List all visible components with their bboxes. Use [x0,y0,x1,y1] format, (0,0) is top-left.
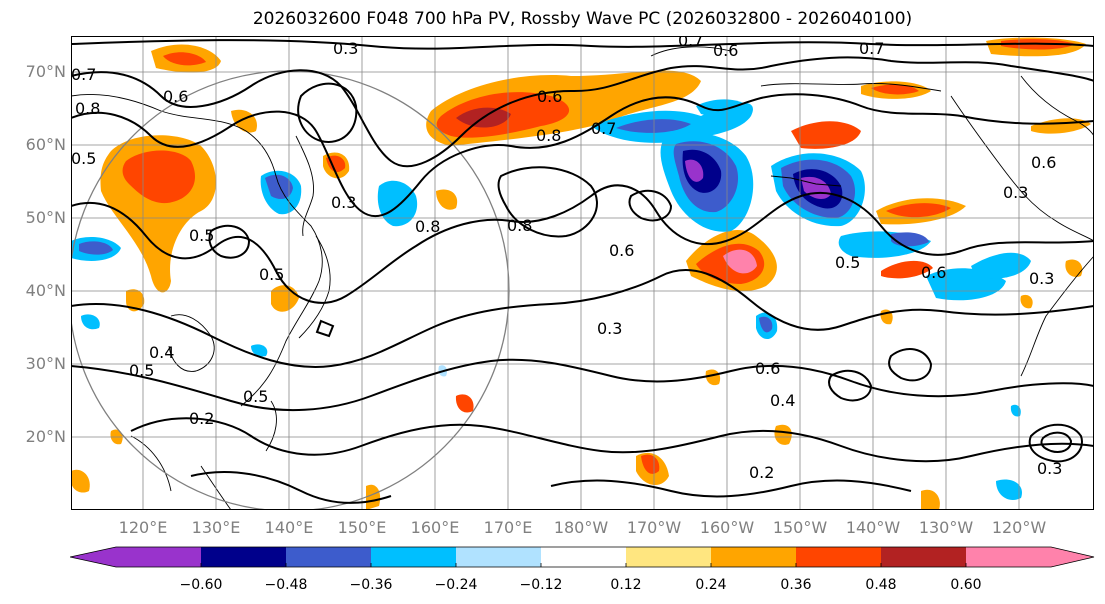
colorbar-min-extension [70,547,116,567]
contour-labels: 0.3 0.7 0.6 0.7 0.8 0.6 0.5 0.6 0.8 0.7 … [71,36,1062,482]
map-panel: 0.3 0.7 0.6 0.7 0.8 0.6 0.5 0.6 0.8 0.7 … [71,36,1094,510]
colorbar [70,546,1095,568]
contour-label: 0.6 [163,87,188,106]
contour-label: 0.3 [1037,459,1062,478]
colorbar-tick-label: −0.24 [434,577,478,593]
lon-label-150w: 150°W [772,518,828,537]
contour-label: 0.5 [71,149,96,168]
coastlines [71,46,1094,510]
contour-label: 0.6 [537,87,562,106]
lat-label-30n: 30°N [25,354,66,373]
contour-label: 0.8 [75,99,100,118]
lon-label-130w: 130°W [918,518,974,537]
contour-label: 0.7 [591,119,616,138]
colorbar-bin [626,547,711,567]
colorbar-tick-label: 0.48 [865,577,897,593]
contour-label: 0.7 [678,36,703,50]
lon-label-120w: 120°W [991,518,1047,537]
colorbar-tick-label: 0.36 [780,577,812,593]
contour-label: 0.3 [1003,183,1028,202]
contour-label: 0.6 [921,263,946,282]
contour-label: 0.6 [1031,153,1056,172]
contour-label: 0.3 [1029,269,1054,288]
lon-label-130e: 130°E [191,518,241,537]
contour-label: 0.6 [755,359,780,378]
colorbar-bin [541,547,626,567]
contour-label: 0.5 [129,361,154,380]
lat-label-70n: 70°N [25,62,66,81]
colorbar-bin [881,547,966,567]
lon-label-160w: 160°W [699,518,755,537]
colorbar-bin [966,547,1051,567]
lon-label-160e: 160°E [410,518,460,537]
contour-label: 0.8 [507,216,532,235]
lon-label-140e: 140°E [264,518,314,537]
lon-label-150e: 150°E [337,518,387,537]
lon-label-170w: 170°W [626,518,682,537]
map-frame [71,36,1094,510]
contour-label: 0.8 [536,126,561,145]
colorbar-bin [371,547,456,567]
contour-label: 0.7 [859,39,884,58]
contour-label: 0.5 [243,387,268,406]
colorbar-bin [116,547,201,567]
contour-label: 0.6 [713,41,738,60]
contour-label: 0.2 [189,409,214,428]
lon-label-170e: 170°E [483,518,533,537]
colorbar-tick-label: 0.24 [695,577,727,593]
colorbar-bin [201,547,286,567]
map-canvas: 0.3 0.7 0.6 0.7 0.8 0.6 0.5 0.6 0.8 0.7 … [71,36,1094,510]
contour-label: 0.4 [149,343,174,362]
map-title: 2026032600 F048 700 hPa PV, Rossby Wave … [252,9,913,29]
contour-label: 0.5 [835,253,860,272]
lat-label-40n: 40°N [25,281,66,300]
contour-label: 0.3 [597,319,622,338]
lat-label-60n: 60°N [25,135,66,154]
colorbar-tick-label: −0.36 [349,577,393,593]
colorbar-bin [711,547,796,567]
contour-label: 0.6 [609,241,634,260]
lat-label-50n: 50°N [25,208,66,227]
contour-label: 0.2 [749,463,774,482]
lon-label-140w: 140°W [845,518,901,537]
colorbar-max-extension [1051,547,1094,567]
contour-label: 0.3 [331,193,356,212]
contour-label: 0.8 [415,217,440,236]
contour-label: 0.5 [259,265,284,284]
lat-label-20n: 20°N [25,427,66,446]
contour-label: 0.5 [189,226,214,245]
contour-label: 0.7 [71,65,96,84]
lon-label-120e: 120°E [118,518,168,537]
contour-label: 0.4 [770,391,795,410]
colorbar-tick-label: −0.12 [519,577,563,593]
pv-contours [71,39,1094,504]
contour-label: 0.3 [333,39,358,58]
colorbar-tick-label: −0.48 [264,577,308,593]
colorbar-tick-label: 0.60 [950,577,982,593]
lon-label-180w: 180°W [553,518,609,537]
colorbar-bin [796,547,881,567]
colorbar-bin [286,547,371,567]
colorbar-bin [456,547,541,567]
colorbar-tick-label: 0.12 [610,577,642,593]
colorbar-tick-label: −0.60 [179,577,223,593]
